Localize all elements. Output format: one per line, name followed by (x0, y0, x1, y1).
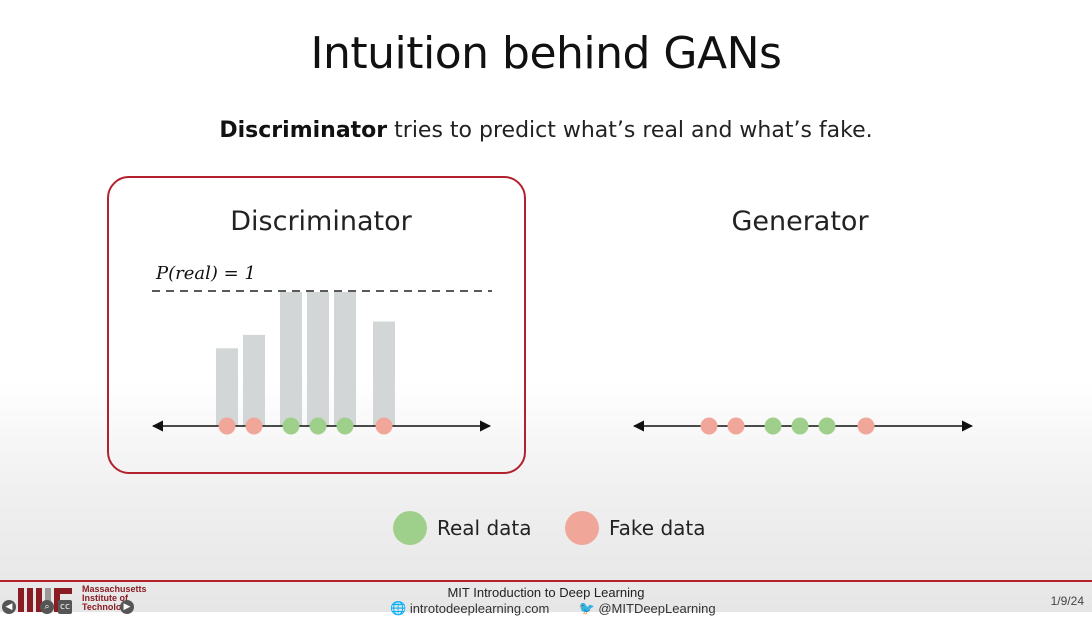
legend-real: Real data (393, 510, 532, 546)
generator-real-point (764, 417, 782, 435)
generator-real-point (818, 417, 836, 435)
probability-bar-2 (243, 334, 265, 426)
real-data-point (309, 417, 327, 435)
footer-links: 🌐 introtodeeplearning.com 🐦 @MITDeepLear… (390, 600, 716, 617)
twitter-handle[interactable]: @MITDeepLearning (598, 601, 716, 617)
institution-name: Massachusetts Institute of Technology (82, 584, 147, 612)
generator-label: Generator (731, 206, 869, 237)
search-control-icon[interactable]: ⌕ (40, 600, 54, 614)
threshold-label: P(real) = 1 (155, 263, 256, 284)
real-data-point (336, 417, 354, 435)
course-title: MIT Introduction to Deep Learning (447, 585, 645, 600)
fake-data-label: Fake data (609, 516, 706, 540)
legend-fake: Fake data (565, 510, 706, 546)
fake-data-swatch (565, 511, 599, 545)
generator-fake-point (857, 417, 875, 435)
discriminator-label: Discriminator (230, 206, 412, 237)
fake-data-point (218, 417, 236, 435)
subtitle-emphasis: Discriminator (219, 118, 388, 143)
probability-bar-1 (216, 348, 238, 426)
globe-icon: 🌐 (390, 600, 407, 616)
slide-subtitle: Discriminator tries to predict what’s re… (0, 118, 1092, 143)
slide-date: 1/9/24 (1050, 594, 1084, 608)
probability-bar-5 (334, 292, 356, 426)
slide-title: Intuition behind GANs (310, 28, 782, 79)
fake-data-point (245, 417, 263, 435)
forward-control-icon[interactable]: ▶ (120, 600, 134, 614)
probability-bar-6 (373, 321, 395, 426)
subtitle-text: tries to predict what’s real and what’s … (387, 118, 873, 143)
probability-bar-3 (280, 292, 302, 426)
twitter-bird-icon: 🐦 (578, 600, 595, 616)
generator-fake-point (700, 417, 718, 435)
generator-real-point (791, 417, 809, 435)
captions-icon[interactable]: cc (58, 600, 72, 614)
back-control-icon[interactable]: ◀ (2, 600, 16, 614)
discriminator-panel-box (107, 176, 526, 474)
fake-data-point (375, 417, 393, 435)
footer-bar: Massachusetts Institute of Technology ◀ … (0, 580, 1092, 616)
generator-fake-point (727, 417, 745, 435)
probability-bar-4 (307, 292, 329, 426)
real-data-swatch (393, 511, 427, 545)
real-data-point (282, 417, 300, 435)
website-link[interactable]: introtodeeplearning.com (409, 601, 550, 617)
real-data-label: Real data (437, 516, 532, 540)
